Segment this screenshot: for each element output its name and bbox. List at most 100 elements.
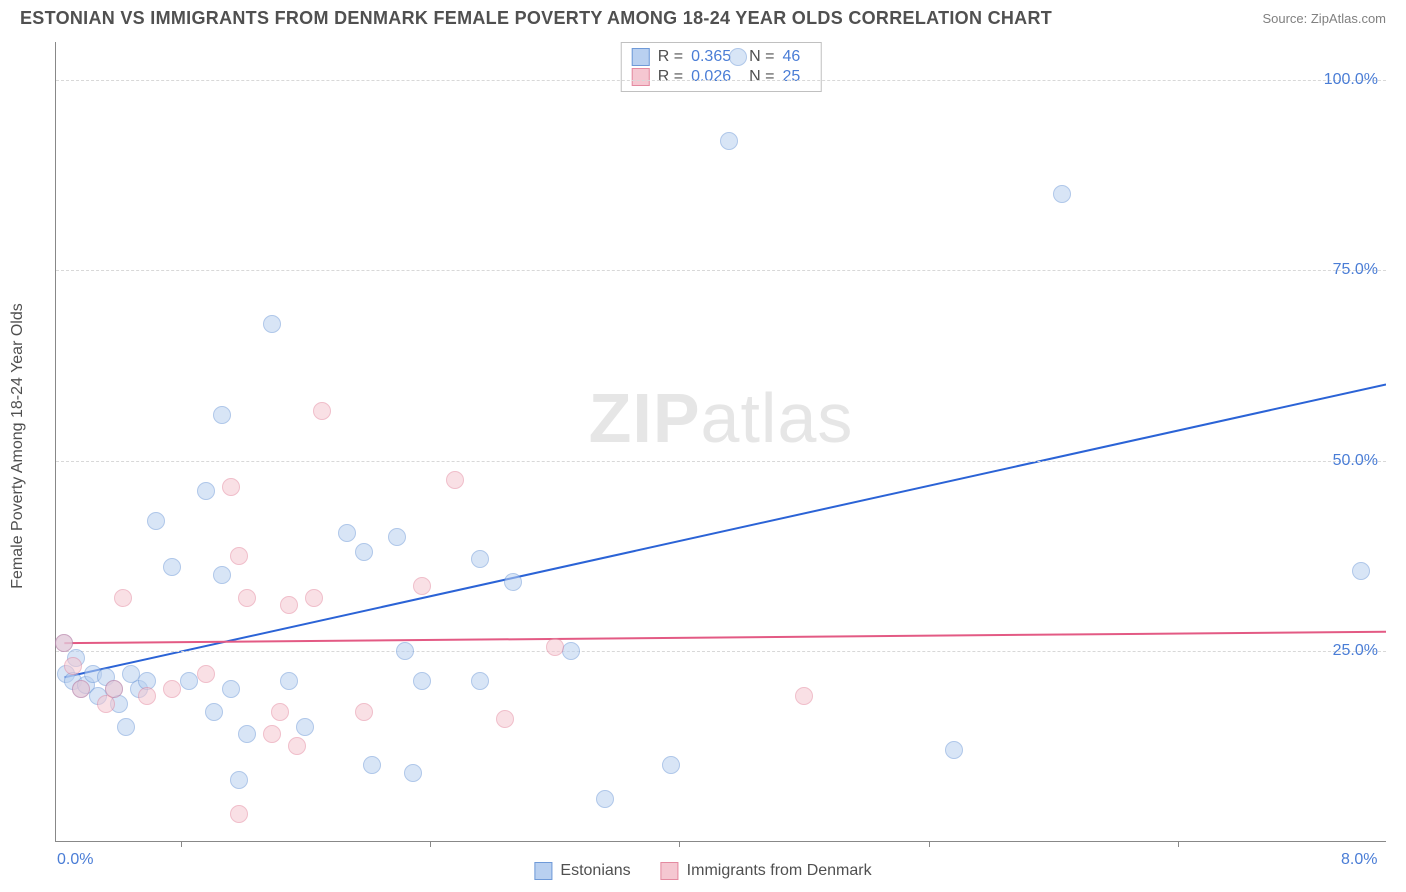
data-point [729, 48, 747, 66]
gridline [56, 80, 1386, 81]
data-point [114, 589, 132, 607]
data-point [404, 764, 422, 782]
data-point [313, 402, 331, 420]
trend-line [64, 384, 1386, 677]
data-point [213, 406, 231, 424]
data-point [64, 657, 82, 675]
chart-title: ESTONIAN VS IMMIGRANTS FROM DENMARK FEMA… [20, 8, 1052, 29]
y-tick-label: 100.0% [1324, 71, 1378, 89]
legend-r-label: R = [658, 48, 683, 66]
legend-n-value: 25 [782, 68, 800, 86]
data-point [72, 680, 90, 698]
data-point [504, 573, 522, 591]
data-point [222, 680, 240, 698]
data-point [1053, 185, 1071, 203]
data-point [105, 680, 123, 698]
plot-area: ZIPatlas R = 0.365 N = 46 R = 0.026 N = 25 25.0… [55, 42, 1386, 842]
legend-n-label: N = [749, 48, 774, 66]
data-point [355, 543, 373, 561]
data-point [55, 634, 73, 652]
legend-r-label: R = [658, 68, 683, 86]
x-tick [1178, 841, 1179, 847]
y-axis-label: Female Poverty Among 18-24 Year Olds [9, 303, 27, 589]
data-point [263, 725, 281, 743]
data-point [117, 718, 135, 736]
data-point [471, 550, 489, 568]
series-name: Immigrants from Denmark [687, 862, 872, 880]
legend-swatch [661, 862, 679, 880]
chart-container: ZIPatlas R = 0.365 N = 46 R = 0.026 N = 25 25.0… [55, 42, 1386, 842]
source-label: Source: ZipAtlas.com [1262, 11, 1386, 26]
data-point [222, 478, 240, 496]
data-point [305, 589, 323, 607]
legend-row: R = 0.365 N = 46 [632, 47, 811, 67]
data-point [197, 482, 215, 500]
data-point [205, 703, 223, 721]
series-name: Estonians [560, 862, 630, 880]
data-point [596, 790, 614, 808]
x-tick-label: 0.0% [57, 851, 93, 870]
y-tick-label: 50.0% [1333, 452, 1378, 470]
data-point [471, 672, 489, 690]
legend-r-value: 0.365 [691, 48, 731, 66]
data-point [1352, 562, 1370, 580]
data-point [230, 805, 248, 823]
x-tick [181, 841, 182, 847]
gridline [56, 651, 1386, 652]
data-point [230, 771, 248, 789]
legend-r-value: 0.026 [691, 68, 731, 86]
legend-row: R = 0.026 N = 25 [632, 67, 811, 87]
data-point [180, 672, 198, 690]
data-point [355, 703, 373, 721]
data-point [338, 524, 356, 542]
x-tick [679, 841, 680, 847]
data-point [795, 687, 813, 705]
series-legend-item: Immigrants from Denmark [661, 862, 872, 880]
y-tick-label: 75.0% [1333, 261, 1378, 279]
data-point [496, 710, 514, 728]
data-point [271, 703, 289, 721]
data-point [413, 672, 431, 690]
gridline [56, 270, 1386, 271]
trend-lines [56, 42, 1386, 841]
data-point [296, 718, 314, 736]
data-point [163, 680, 181, 698]
data-point [562, 642, 580, 660]
gridline [56, 461, 1386, 462]
data-point [280, 596, 298, 614]
data-point [263, 315, 281, 333]
data-point [446, 471, 464, 489]
correlation-legend: R = 0.365 N = 46 R = 0.026 N = 25 [621, 42, 822, 92]
data-point [413, 577, 431, 595]
legend-swatch [632, 68, 650, 86]
watermark: ZIPatlas [589, 378, 854, 458]
data-point [363, 756, 381, 774]
data-point [288, 737, 306, 755]
data-point [388, 528, 406, 546]
data-point [662, 756, 680, 774]
x-tick [929, 841, 930, 847]
series-legend-item: Estonians [534, 862, 630, 880]
data-point [396, 642, 414, 660]
data-point [230, 547, 248, 565]
trend-line [64, 632, 1386, 643]
legend-swatch [632, 48, 650, 66]
legend-n-value: 46 [782, 48, 800, 66]
data-point [280, 672, 298, 690]
data-point [213, 566, 231, 584]
data-point [163, 558, 181, 576]
data-point [197, 665, 215, 683]
data-point [720, 132, 738, 150]
x-tick [430, 841, 431, 847]
legend-swatch [534, 862, 552, 880]
x-tick-label: 8.0% [1341, 851, 1377, 870]
y-tick-label: 25.0% [1333, 642, 1378, 660]
series-legend: Estonians Immigrants from Denmark [534, 862, 871, 880]
data-point [945, 741, 963, 759]
data-point [138, 687, 156, 705]
data-point [546, 638, 564, 656]
data-point [147, 512, 165, 530]
data-point [238, 725, 256, 743]
data-point [238, 589, 256, 607]
legend-n-label: N = [749, 68, 774, 86]
